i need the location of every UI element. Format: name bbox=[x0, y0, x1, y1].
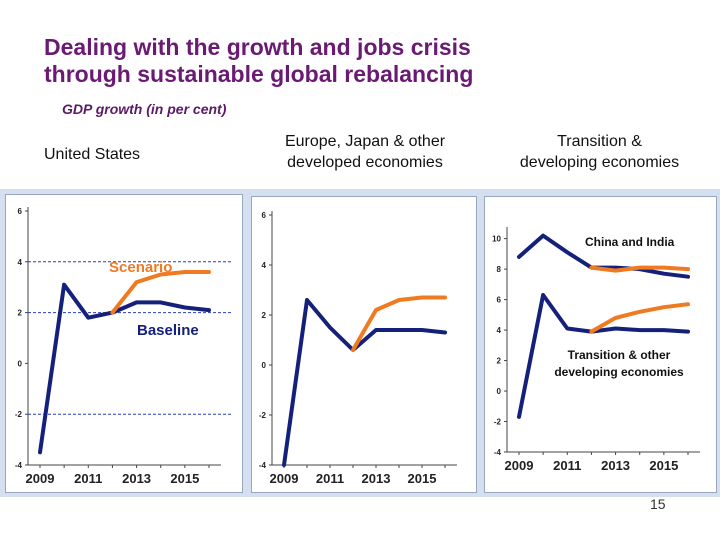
y-tick-label: 2 bbox=[497, 357, 502, 366]
x-tick-label: 2009 bbox=[270, 471, 299, 486]
y-tick-label: 6 bbox=[262, 211, 267, 220]
transition-annotation-line: developing economies bbox=[554, 365, 684, 379]
y-tick-label: 2 bbox=[18, 309, 23, 318]
transition-annotation: Transition & other developing economies bbox=[554, 348, 684, 379]
y-tick-label: 6 bbox=[497, 296, 502, 305]
developed-chart: -4 -2 0 2 4 6 2009 2011 2013 2015 bbox=[259, 211, 457, 486]
y-tick-label: -4 bbox=[259, 461, 267, 470]
y-tick-label: 0 bbox=[262, 361, 267, 370]
scenario-series-line bbox=[110, 270, 211, 315]
x-tick-label: 2013 bbox=[362, 471, 391, 486]
baseline-series-line bbox=[38, 282, 211, 455]
y-tick-label: 0 bbox=[18, 359, 23, 368]
y-tick-label: 4 bbox=[262, 261, 267, 270]
x-tick-label: 2009 bbox=[505, 458, 534, 473]
x-tick-label: 2011 bbox=[74, 471, 102, 486]
page-number: 15 bbox=[650, 496, 666, 512]
x-tick-label: 2011 bbox=[553, 458, 581, 473]
x-tick-label: 2015 bbox=[408, 471, 437, 486]
y-tick-label: 6 bbox=[18, 207, 23, 216]
us-chart-panel: -4 -2 0 2 4 6 2009 2011 2013 2015 Scenario Baseline bbox=[5, 194, 243, 493]
y-tick-label: -4 bbox=[494, 448, 502, 457]
y-tick-label: -4 bbox=[15, 461, 23, 470]
scenario-series-line bbox=[589, 302, 690, 334]
slide-title-line-2: through sustainable global rebalancing bbox=[44, 61, 474, 87]
china-india-annotation: China and India bbox=[585, 235, 675, 249]
scenario-annotation: Scenario bbox=[109, 259, 172, 276]
developing-chart: -4 -2 0 2 4 6 8 10 2009 2011 2013 2015 China and Ind… bbox=[492, 227, 700, 473]
slide-title: Dealing with the growth and jobs crisis … bbox=[44, 34, 473, 88]
us-chart: -4 -2 0 2 4 6 2009 2011 2013 2015 Scenario Baseline bbox=[15, 207, 233, 486]
x-tick-label: 2013 bbox=[601, 458, 630, 473]
developed-chart-heading: Europe, Japan & other developed economie… bbox=[284, 133, 446, 171]
baseline-series-line bbox=[282, 298, 447, 467]
y-tick-label: 10 bbox=[492, 235, 501, 244]
transition-annotation-line: Transition & other bbox=[568, 348, 671, 362]
baseline-annotation: Baseline bbox=[137, 322, 199, 339]
y-tick-label: -2 bbox=[15, 410, 23, 419]
x-tick-label: 2009 bbox=[26, 471, 55, 486]
y-tick-label: 8 bbox=[497, 265, 502, 274]
x-tick-label: 2011 bbox=[316, 471, 344, 486]
developed-chart-panel: -4 -2 0 2 4 6 2009 2011 2013 2015 bbox=[251, 196, 477, 493]
y-tick-label: 4 bbox=[18, 258, 23, 267]
y-tick-label: 4 bbox=[497, 326, 502, 335]
x-tick-label: 2015 bbox=[170, 471, 199, 486]
slide-title-line-1: Dealing with the growth and jobs crisis bbox=[44, 34, 471, 60]
y-tick-label: 2 bbox=[262, 311, 267, 320]
us-chart-heading: United States bbox=[44, 146, 141, 163]
developing-chart-panel: -4 -2 0 2 4 6 8 10 2009 2011 2013 2015 China and Ind… bbox=[484, 196, 717, 493]
y-tick-label: -2 bbox=[259, 411, 267, 420]
y-tick-label: -2 bbox=[494, 418, 502, 427]
scenario-series-line bbox=[589, 265, 690, 273]
scenario-series-line bbox=[351, 295, 447, 352]
y-tick-label: 0 bbox=[497, 387, 502, 396]
x-tick-label: 2015 bbox=[649, 458, 678, 473]
baseline-series-line bbox=[517, 293, 690, 419]
developing-chart-heading: Transition & developing economies bbox=[519, 133, 680, 171]
x-tick-label: 2013 bbox=[122, 471, 151, 486]
slide-subtitle: GDP growth (in per cent) bbox=[62, 101, 227, 117]
